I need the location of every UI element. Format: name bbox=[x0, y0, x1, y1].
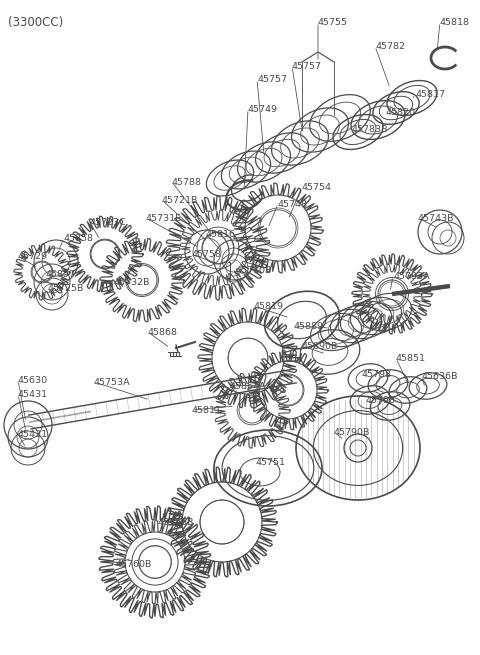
Text: 45851: 45851 bbox=[396, 354, 426, 363]
Text: 45721B: 45721B bbox=[162, 196, 198, 205]
Text: 45751: 45751 bbox=[256, 458, 286, 467]
Text: 45811: 45811 bbox=[192, 406, 222, 415]
Text: 45729: 45729 bbox=[18, 252, 48, 261]
Text: 45753A: 45753A bbox=[94, 378, 131, 387]
Text: 45754: 45754 bbox=[302, 183, 332, 192]
Text: 45757: 45757 bbox=[257, 75, 287, 84]
Text: 45725B: 45725B bbox=[48, 284, 84, 293]
Text: 45431: 45431 bbox=[18, 430, 48, 439]
Text: 45819: 45819 bbox=[254, 302, 284, 311]
Text: 45788: 45788 bbox=[172, 178, 202, 187]
Text: 45890B: 45890B bbox=[302, 342, 338, 351]
Text: 45793A: 45793A bbox=[393, 272, 430, 281]
Text: 45749: 45749 bbox=[248, 105, 278, 114]
Text: 45783B: 45783B bbox=[352, 125, 388, 134]
Text: 45758: 45758 bbox=[191, 250, 221, 259]
Text: 45816: 45816 bbox=[206, 230, 236, 239]
Text: 45820: 45820 bbox=[385, 108, 415, 117]
Text: 45732B: 45732B bbox=[113, 278, 149, 287]
Text: 45431: 45431 bbox=[18, 390, 48, 399]
Text: 45743B: 45743B bbox=[418, 214, 455, 223]
Text: 45731E: 45731E bbox=[146, 214, 182, 223]
Text: 45790B: 45790B bbox=[334, 428, 371, 437]
Text: 45868: 45868 bbox=[148, 328, 178, 337]
Text: 45782: 45782 bbox=[375, 42, 405, 51]
Text: 45889: 45889 bbox=[294, 322, 324, 331]
Text: 45798: 45798 bbox=[362, 370, 392, 379]
Text: 45757: 45757 bbox=[292, 62, 322, 71]
Text: 45818: 45818 bbox=[440, 18, 470, 27]
Text: 45864A: 45864A bbox=[230, 382, 266, 391]
Text: 45748: 45748 bbox=[278, 200, 308, 209]
Text: 45858: 45858 bbox=[64, 234, 94, 243]
Text: 45798: 45798 bbox=[366, 396, 396, 405]
Text: 45723C: 45723C bbox=[90, 218, 127, 227]
Text: 45760B: 45760B bbox=[116, 560, 152, 569]
Text: 45857: 45857 bbox=[46, 270, 76, 279]
Text: 45636B: 45636B bbox=[422, 372, 458, 381]
Text: 45796B: 45796B bbox=[158, 518, 194, 527]
Text: 45817: 45817 bbox=[415, 90, 445, 99]
Text: 45710B: 45710B bbox=[236, 266, 272, 275]
Text: 45630: 45630 bbox=[18, 376, 48, 385]
Text: (3300CC): (3300CC) bbox=[8, 16, 63, 29]
Text: 45755: 45755 bbox=[318, 18, 348, 27]
